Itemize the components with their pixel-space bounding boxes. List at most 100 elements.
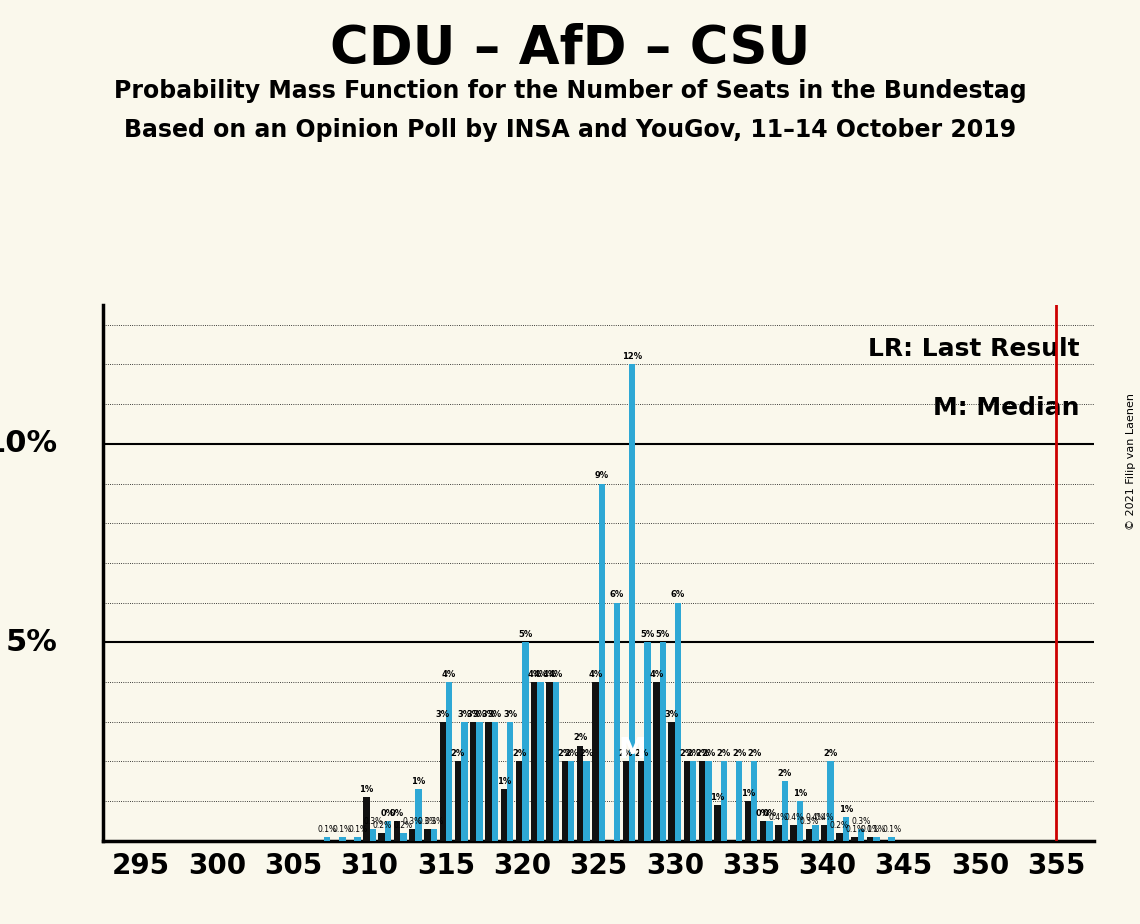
Bar — [462, 722, 467, 841]
Bar — [491, 722, 498, 841]
Bar — [378, 833, 385, 841]
Bar — [446, 682, 453, 841]
Bar — [584, 761, 589, 841]
Bar — [515, 761, 522, 841]
Text: 0.3%: 0.3% — [418, 817, 437, 826]
Text: 2%: 2% — [695, 749, 709, 759]
Bar — [562, 761, 568, 841]
Bar — [486, 722, 491, 841]
Bar — [400, 833, 407, 841]
Text: 1%: 1% — [741, 789, 755, 798]
Bar — [409, 829, 415, 841]
Bar — [858, 829, 864, 841]
Text: 0.3%: 0.3% — [402, 817, 422, 826]
Text: 0.2%: 0.2% — [393, 821, 413, 830]
Text: 0.4%: 0.4% — [768, 813, 788, 821]
Bar — [638, 761, 644, 841]
Text: 3%: 3% — [665, 710, 678, 719]
Bar — [675, 602, 682, 841]
Text: 0.1%: 0.1% — [861, 825, 880, 833]
Text: 0%: 0% — [390, 808, 404, 818]
Text: 4%: 4% — [534, 670, 548, 679]
Text: 2%: 2% — [717, 749, 731, 759]
Bar — [531, 682, 537, 841]
Bar — [613, 602, 620, 841]
Text: 0.3%: 0.3% — [424, 817, 443, 826]
Text: 3%: 3% — [457, 710, 472, 719]
Bar — [852, 837, 858, 841]
Bar — [477, 722, 483, 841]
Text: 2%: 2% — [564, 749, 578, 759]
Text: 0.4%: 0.4% — [784, 813, 804, 821]
Text: 0.1%: 0.1% — [882, 825, 902, 833]
Bar — [751, 761, 757, 841]
Text: 2%: 2% — [747, 749, 762, 759]
Text: 2%: 2% — [573, 734, 587, 742]
Text: 6%: 6% — [670, 590, 685, 600]
Bar — [821, 825, 828, 841]
Bar — [735, 761, 742, 841]
Bar — [592, 682, 598, 841]
Text: 2%: 2% — [619, 749, 633, 759]
Bar — [866, 837, 873, 841]
Text: 4%: 4% — [649, 670, 663, 679]
Bar — [507, 722, 513, 841]
Bar — [668, 722, 675, 841]
Text: 0.4%: 0.4% — [815, 813, 833, 821]
Bar — [369, 829, 376, 841]
Text: 4%: 4% — [543, 670, 556, 679]
Text: 0.2%: 0.2% — [830, 821, 849, 830]
Text: 9%: 9% — [595, 471, 609, 480]
Bar — [568, 761, 575, 841]
Bar — [553, 682, 559, 841]
Text: 2%: 2% — [823, 749, 838, 759]
Text: 6%: 6% — [610, 590, 624, 600]
Text: 0.1%: 0.1% — [866, 825, 886, 833]
Bar — [744, 801, 751, 841]
Bar — [888, 837, 895, 841]
Bar — [699, 761, 706, 841]
Bar — [828, 761, 833, 841]
Bar — [546, 682, 553, 841]
Bar — [622, 761, 629, 841]
Text: 0%: 0% — [381, 808, 396, 818]
Text: 0.4%: 0.4% — [806, 813, 825, 821]
Text: 5%: 5% — [6, 627, 58, 657]
Text: 0.3%: 0.3% — [364, 817, 382, 826]
Bar — [782, 782, 788, 841]
Text: 1%: 1% — [359, 785, 374, 794]
Bar — [766, 821, 773, 841]
Bar — [470, 722, 477, 841]
Text: 0.1%: 0.1% — [333, 825, 352, 833]
Text: 0.1%: 0.1% — [317, 825, 336, 833]
Text: © 2021 Filip van Laenen: © 2021 Filip van Laenen — [1126, 394, 1135, 530]
Text: 4%: 4% — [548, 670, 563, 679]
Text: 2%: 2% — [579, 749, 594, 759]
Text: 0.1%: 0.1% — [845, 825, 864, 833]
Bar — [577, 746, 584, 841]
Bar — [837, 833, 842, 841]
Bar — [598, 483, 605, 841]
Text: Probability Mass Function for the Number of Seats in the Bundestag: Probability Mass Function for the Number… — [114, 79, 1026, 103]
Text: CDU – AfD – CSU: CDU – AfD – CSU — [329, 23, 811, 75]
Text: 4%: 4% — [588, 670, 602, 679]
Text: 0.2%: 0.2% — [372, 821, 391, 830]
Text: 12%: 12% — [622, 352, 642, 361]
Bar — [812, 825, 819, 841]
Text: 1%: 1% — [793, 789, 807, 798]
Text: M: Median: M: Median — [933, 396, 1080, 420]
Bar — [500, 789, 507, 841]
Text: 0%: 0% — [756, 808, 771, 818]
Text: 2%: 2% — [679, 749, 694, 759]
Text: 2%: 2% — [777, 769, 792, 778]
Bar — [415, 789, 422, 841]
Bar — [653, 682, 660, 841]
Text: 2%: 2% — [450, 749, 465, 759]
Bar — [431, 829, 437, 841]
Bar — [660, 642, 666, 841]
Text: 5%: 5% — [519, 630, 532, 639]
Text: 2%: 2% — [732, 749, 747, 759]
Bar — [720, 761, 727, 841]
Text: 2%: 2% — [634, 749, 649, 759]
Bar — [455, 761, 462, 841]
